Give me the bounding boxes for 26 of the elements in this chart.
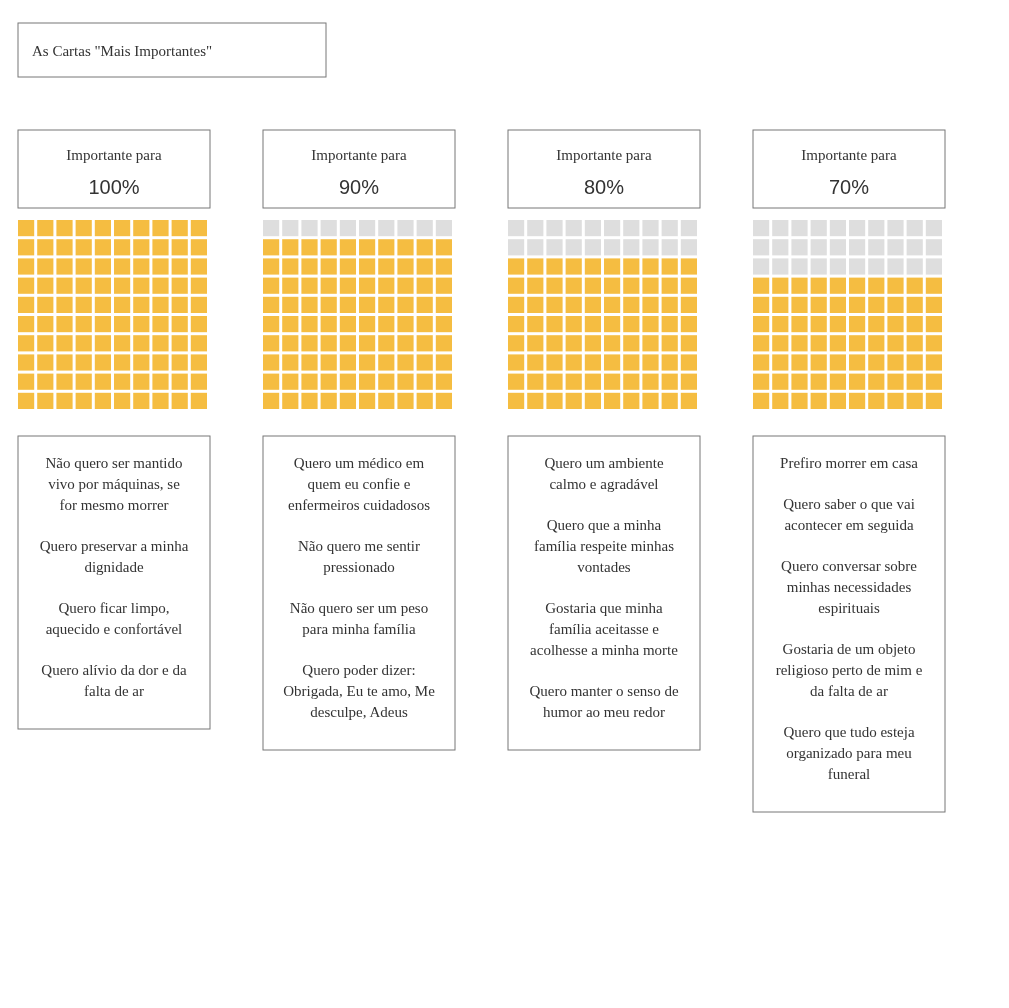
data-label: 70% <box>828 176 870 198</box>
category-label: Importante para <box>556 147 653 163</box>
text: Quero manter o senso de humor ao meu redor <box>529 683 679 720</box>
text: Quero preservar a minha dignidade <box>39 538 189 575</box>
text: Não quero ser um peso para minha família <box>289 600 429 637</box>
text: Quero saber o que vai acontecer em seguida <box>783 496 915 533</box>
text: Quero que a minha família respeite minhas vontades <box>534 517 675 575</box>
text: As Cartas "Mais Importantes" <box>32 43 213 59</box>
text: Gostaria de um objeto religioso perto de mim e da falta de ar <box>775 641 923 699</box>
category-label: Importante para <box>801 147 898 163</box>
data-label: 90% <box>338 176 380 198</box>
text: Quero um ambiente calmo e agradável <box>544 455 664 492</box>
text: Quero que tudo esteja organizado para meu funeral <box>783 724 915 782</box>
data-label: 80% <box>583 176 625 198</box>
text: Prefiro morrer em casa <box>780 455 919 471</box>
text: Gostaria que minha família aceitasse e acolhesse a minha morte <box>530 600 679 658</box>
text: Quero ficar limpo, aquecido e confortável <box>45 600 183 637</box>
text: Quero poder dizer: Obrigada, Eu te amo, Me desculpe, Adeus <box>283 662 436 720</box>
category-label: Importante para <box>66 147 163 163</box>
data-label: 100% <box>88 176 140 198</box>
text: Quero conversar sobre minhas necessidades espirituais <box>781 558 918 616</box>
category-label: Importante para <box>311 147 408 163</box>
text: Não quero me sentir pressionado <box>297 538 421 575</box>
text: Quero um médico em quem eu confie e enfermeiros cuidadosos <box>287 455 431 513</box>
text: Não quero ser mantido vivo por máquinas, se for mesmo morrer <box>45 455 183 513</box>
text: Quero alívio da dor e da falta de ar <box>41 662 188 699</box>
